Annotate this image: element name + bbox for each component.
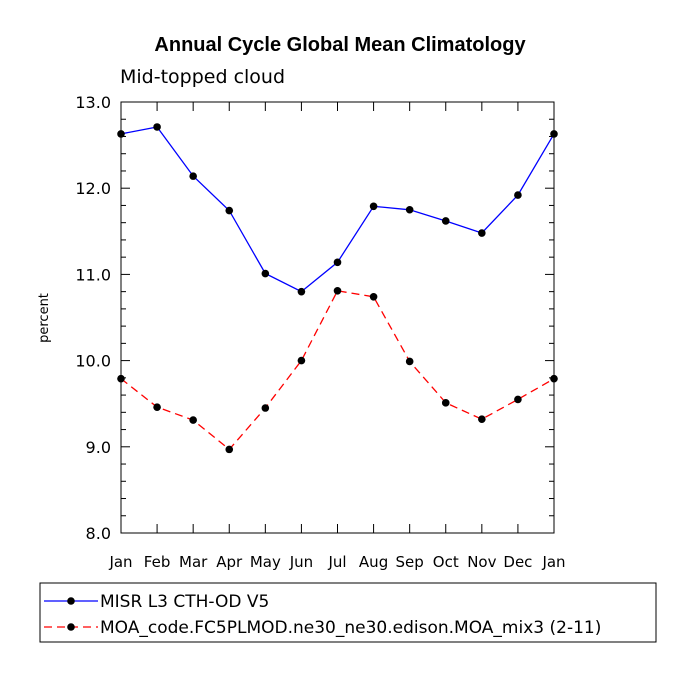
data-point [550,130,558,138]
legend-marker [67,597,75,605]
x-tick-label: Oct [433,553,459,571]
data-point [441,399,450,407]
x-tick-label: Sep [396,553,424,571]
data-point [405,205,414,214]
x-tick-label: Dec [503,553,532,571]
series-1 [117,123,558,296]
legend-box [39,582,657,643]
y-tick-label: 8.0 [86,524,111,543]
data-point [514,395,522,404]
data-point [333,258,342,267]
data-point [225,206,234,215]
y-tick-label: 9.0 [86,438,111,457]
x-tick-label: Apr [216,553,243,571]
y-tick-label: 10.0 [75,352,111,371]
data-point [478,415,486,424]
data-point [478,229,486,237]
y-tick-label: 13.0 [75,93,111,112]
data-point [297,287,306,296]
legend-marker [67,623,75,631]
x-tick-label: Jan [541,553,565,571]
data-point [117,130,125,138]
axis-ticks: 8.0 9.0 10.0 11.0 12.0 13.0 Jan Feb Mar Apr May Jun… [75,93,565,571]
series-line [120,290,555,451]
x-tick-label: Feb [144,553,171,571]
y-tick-label: 12.0 [75,179,111,198]
series-line [120,126,555,293]
data-point [514,191,522,199]
legend: MISR L3 CTH-OD V5 MOA_code.FC5PLMOD.ne30_… [39,582,657,643]
data-point [261,404,270,412]
series-2 [117,286,558,454]
x-tick-label: Aug [359,553,388,571]
data-point [333,286,342,295]
x-tick-label: May [250,553,281,571]
data-point [261,269,270,278]
data-point [153,123,161,131]
data-point [297,356,306,365]
data-point [189,172,197,180]
data-point [550,374,558,383]
x-tick-label: Mar [179,553,208,571]
data-point [405,357,414,366]
series-layer [117,123,558,454]
x-tick-label: Jul [327,553,346,571]
y-axis-label: percent [37,293,52,343]
chart-title: Annual Cycle Global Mean Climatology [154,34,526,56]
legend-label: MOA_code.FC5PLMOD.ne30_ne30.edison.MOA_m… [100,618,601,638]
y-tick-label: 11.0 [75,265,111,284]
data-point [189,416,197,424]
data-point [441,217,450,225]
x-tick-label: Jan [108,553,132,571]
data-point [225,445,234,454]
data-point [117,374,125,383]
data-point [369,293,378,301]
legend-label: MISR L3 CTH-OD V5 [100,592,269,612]
data-point [153,403,161,411]
chart-subtitle: Mid-topped cloud [120,66,285,88]
data-point [369,202,378,211]
x-tick-label: Jun [289,553,313,571]
x-tick-label: Nov [467,553,496,571]
